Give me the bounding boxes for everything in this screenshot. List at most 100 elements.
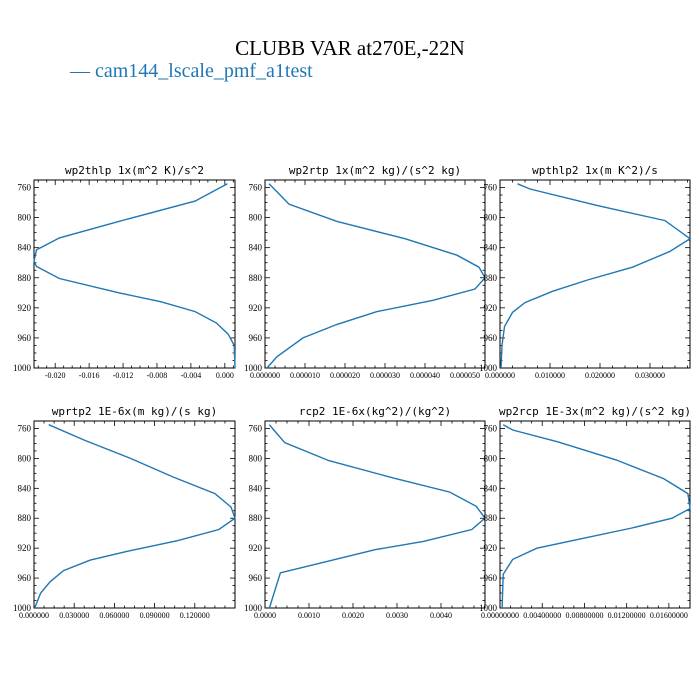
x-tick-label: 0.0020 <box>342 611 364 620</box>
legend: — cam144_lscale_pmf_a1test <box>70 60 313 83</box>
plot-frame <box>33 179 236 369</box>
y-tick-label: 960 <box>484 573 498 583</box>
y-tick-label: 760 <box>484 423 498 433</box>
series-line <box>266 183 486 369</box>
x-tick-label: 0.0010 <box>298 611 320 620</box>
x-tick-label: -0.020 <box>45 371 66 380</box>
panel-title: wp2thlp 1x(m^2 K)/s^2 <box>65 164 204 177</box>
chart-panel-5: rcp2 1E-6x(kg^2)/(kg^2) 760 800 840 880 920 96… <box>244 405 486 620</box>
y-tick-label: 1000 <box>479 363 498 373</box>
x-tick-label: 0.030000 <box>635 371 665 380</box>
x-tick-label: 0.020000 <box>585 371 615 380</box>
x-tick-label: 0.000020 <box>330 371 360 380</box>
x-tick-label: -0.008 <box>147 371 168 380</box>
y-tick-label: 1000 <box>13 363 32 373</box>
plot-frame <box>499 179 691 369</box>
y-tick-label: 760 <box>18 183 32 193</box>
series-line <box>500 183 692 369</box>
x-tick-label: 0.01200000 <box>608 611 646 620</box>
x-tick-label: 0.000050 <box>450 371 480 380</box>
x-tick-label: 0.000030 <box>370 371 400 380</box>
y-tick-label: 800 <box>484 213 498 223</box>
legend-line-icon: — <box>70 60 90 82</box>
y-tick-label: 880 <box>249 273 263 283</box>
y-tick-label: 920 <box>18 543 32 553</box>
y-tick-label: 800 <box>249 213 263 223</box>
legend-label: cam144_lscale_pmf_a1test <box>95 60 313 82</box>
x-tick-label: 0.000010 <box>290 371 320 380</box>
x-tick-label: -0.012 <box>113 371 134 380</box>
y-tick-label: 840 <box>18 483 32 493</box>
x-tick-label: 0.00800000 <box>565 611 603 620</box>
y-tick-label: 760 <box>249 183 263 193</box>
plot-frame <box>264 420 486 609</box>
y-tick-label: 1000 <box>244 603 263 613</box>
panel-title: wp2rtp 1x(m^2 kg)/(s^2 kg) <box>289 164 461 177</box>
y-tick-label: 960 <box>18 333 32 343</box>
chart-panel-3: wpthlp2 1x(m K^2)/s 760 800 840 880 920 960 100… <box>479 164 692 380</box>
chart-panel-1: wp2thlp 1x(m^2 K)/s^2 760 800 840 880 920 960 1… <box>13 164 236 380</box>
series-line <box>501 424 691 609</box>
chart-panel-4: wprtp2 1E-6x(m kg)/(s kg) 760 800 840 880 920… <box>13 405 236 620</box>
y-tick-label: 840 <box>249 243 263 253</box>
y-tick-label: 840 <box>18 243 32 253</box>
x-tick-label: -0.016 <box>79 371 100 380</box>
x-tick-label: 0.00400000 <box>523 611 561 620</box>
y-tick-label: 760 <box>484 183 498 193</box>
y-tick-label: 880 <box>484 513 498 523</box>
y-tick-label: 840 <box>484 483 498 493</box>
y-tick-label: 800 <box>18 213 32 223</box>
x-tick-label: 0.010000 <box>535 371 565 380</box>
y-tick-label: 760 <box>249 423 263 433</box>
y-tick-label: 920 <box>484 303 498 313</box>
plot-frame <box>33 420 236 609</box>
y-tick-label: 840 <box>484 243 498 253</box>
x-tick-label: 0.0040 <box>430 611 452 620</box>
panel-title: wpthlp2 1x(m K^2)/s <box>532 164 658 177</box>
y-tick-label: 840 <box>249 483 263 493</box>
chart-panel-6: wp2rcp 1E-3x(m^2 kg)/(s^2 kg)760 800 840 88… <box>479 405 691 620</box>
y-tick-label: 1000 <box>479 603 498 613</box>
series-line <box>33 183 236 369</box>
x-tick-label: 0.000000 <box>485 371 515 380</box>
y-tick-label: 1000 <box>244 363 263 373</box>
x-tick-label: 0.120000 <box>180 611 210 620</box>
x-tick-label: 0.00000000 <box>481 611 519 620</box>
y-tick-label: 880 <box>249 513 263 523</box>
plot-frame <box>499 420 691 609</box>
y-tick-label: 800 <box>249 453 263 463</box>
x-tick-label: -0.004 <box>181 371 202 380</box>
plot-frame <box>264 179 486 369</box>
x-tick-label: 0.000000 <box>250 371 280 380</box>
y-tick-label: 800 <box>18 453 32 463</box>
x-tick-label: 0.060000 <box>99 611 129 620</box>
y-tick-label: 960 <box>484 333 498 343</box>
x-tick-label: 0.000040 <box>410 371 440 380</box>
y-tick-label: 920 <box>249 303 263 313</box>
x-tick-label: 0.01600000 <box>650 611 688 620</box>
series-line <box>34 424 236 609</box>
y-tick-label: 800 <box>484 453 498 463</box>
x-tick-label: 0.000 <box>216 371 234 380</box>
x-tick-label: 0.090000 <box>140 611 170 620</box>
y-tick-label: 960 <box>249 333 263 343</box>
x-tick-label: 0.000000 <box>19 611 49 620</box>
panel-title: rcp2 1E-6x(kg^2)/(kg^2) <box>299 405 451 418</box>
series-line <box>268 424 486 609</box>
x-tick-label: 0.0030 <box>386 611 408 620</box>
page-title: CLUBB VAR at270E,-22N <box>235 36 465 60</box>
y-tick-label: 920 <box>484 543 498 553</box>
y-tick-label: 920 <box>18 303 32 313</box>
panel-title: wprtp2 1E-6x(m kg)/(s kg) <box>52 405 218 418</box>
y-tick-label: 880 <box>18 513 32 523</box>
x-tick-label: 0.030000 <box>59 611 89 620</box>
y-tick-label: 880 <box>484 273 498 283</box>
y-tick-label: 1000 <box>13 603 32 613</box>
x-tick-label: 0.0000 <box>254 611 276 620</box>
y-tick-label: 760 <box>18 423 32 433</box>
panel-title: wp2rcp 1E-3x(m^2 kg)/(s^2 kg) <box>499 405 691 418</box>
y-tick-label: 960 <box>18 573 32 583</box>
y-tick-label: 920 <box>249 543 263 553</box>
chart-panel-2: wp2rtp 1x(m^2 kg)/(s^2 kg) 760 800 840 880 92… <box>244 164 486 380</box>
